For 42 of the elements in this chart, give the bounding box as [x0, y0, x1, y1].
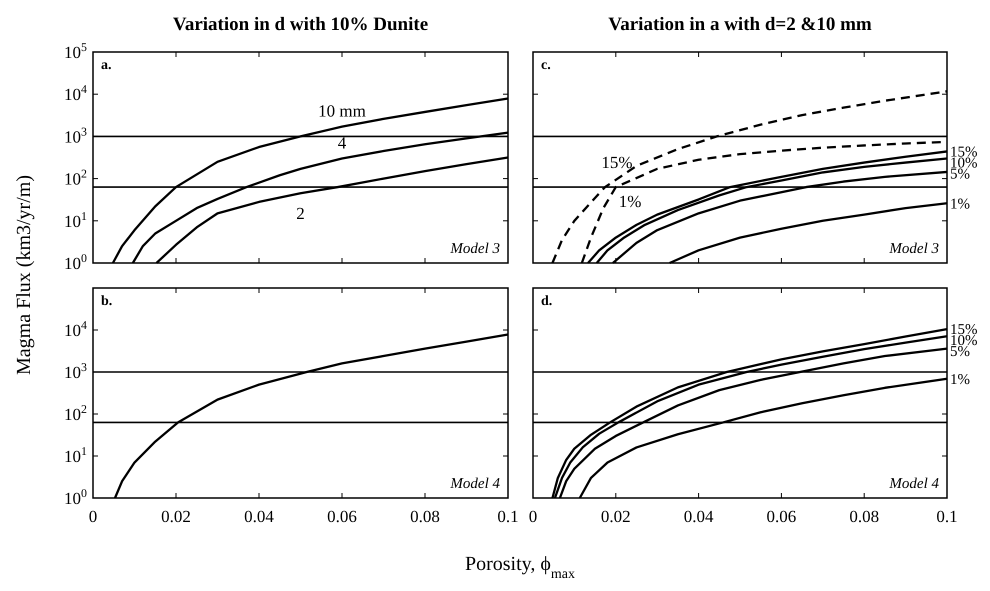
x-tick-label: 0.02 [600, 507, 631, 526]
annotation: b. [101, 294, 112, 309]
y-axis-title: Magma Flux (km3/yr/m) [13, 175, 35, 375]
series-label: 2 [296, 204, 305, 224]
x-axis-title: Porosity, ϕ$_{max}$ [464, 553, 576, 582]
x-tick-label: 0.08 [410, 507, 440, 526]
annotation: Model 4 [449, 476, 500, 492]
annotation: Model 3 [449, 241, 500, 257]
y-tick-label: 10$^{2}$ [64, 402, 88, 424]
legend-label: 1% [950, 196, 970, 212]
x-tick-label: 0.04 [244, 507, 274, 526]
y-tick-label: 10$^{4}$ [64, 82, 88, 104]
x-tick-label: 0.04 [684, 507, 714, 526]
series-label: 1% [950, 372, 970, 388]
x-tick-label: 0 [88, 507, 98, 526]
x-tick-label: 0.08 [849, 507, 880, 526]
y-tick-label: 10$^{2}$ [64, 166, 88, 189]
x-tick-label: 0.1 [497, 507, 519, 526]
y-tick-label: 10$^{3}$ [64, 360, 88, 382]
chart-title: Variation in a with d=2 &10 mm [608, 14, 872, 35]
series-label: 1% [618, 192, 642, 212]
series-label: 4 [338, 133, 347, 152]
series-label: 10 mm [318, 102, 366, 121]
annotation: Model 4 [888, 476, 940, 492]
chart-title: Variation in d with 10% Dunite [172, 14, 428, 35]
y-tick-label: 10$^{0}$ [64, 251, 88, 273]
annotation: Model 3 [888, 241, 939, 257]
y-tick-label: 10$^{1}$ [64, 208, 88, 231]
x-tick-label: 0 [528, 507, 538, 526]
y-tick-label: 10$^{3}$ [64, 124, 88, 146]
x-tick-label: 0.06 [327, 507, 357, 526]
x-tick-label: 0.1 [936, 507, 958, 526]
annotation: a. [101, 58, 112, 73]
x-tick-label: 0.06 [766, 507, 796, 526]
annotation: c. [541, 58, 551, 73]
x-tick-label: 0.02 [161, 507, 191, 526]
y-tick-label: 10$^{0}$ [64, 486, 88, 508]
y-tick-label: 10$^{5}$ [64, 40, 88, 62]
series-label: 15% [601, 152, 632, 172]
y-tick-label: 10$^{4}$ [64, 318, 88, 340]
y-tick-label: 10$^{1}$ [64, 444, 88, 466]
annotation: d. [541, 294, 552, 309]
